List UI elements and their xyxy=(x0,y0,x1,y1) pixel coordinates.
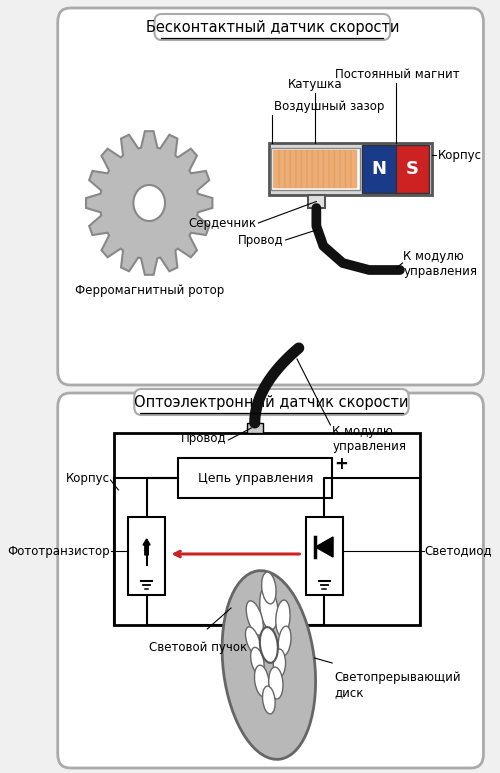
FancyBboxPatch shape xyxy=(58,393,484,768)
FancyBboxPatch shape xyxy=(269,143,432,195)
Text: S: S xyxy=(406,160,418,178)
Polygon shape xyxy=(86,131,212,275)
FancyBboxPatch shape xyxy=(328,150,335,188)
FancyBboxPatch shape xyxy=(306,150,313,188)
Ellipse shape xyxy=(273,649,285,677)
Ellipse shape xyxy=(250,647,264,675)
Ellipse shape xyxy=(262,686,275,714)
Ellipse shape xyxy=(260,627,278,663)
Circle shape xyxy=(134,185,165,221)
Ellipse shape xyxy=(278,626,291,656)
FancyBboxPatch shape xyxy=(362,145,396,193)
Text: Катушка: Катушка xyxy=(288,78,343,91)
Text: Цепь управления: Цепь управления xyxy=(198,472,313,485)
Ellipse shape xyxy=(254,666,269,696)
Text: Провод: Провод xyxy=(181,431,226,444)
FancyBboxPatch shape xyxy=(284,150,291,188)
Ellipse shape xyxy=(222,570,316,759)
Text: Ферромагнитный ротор: Ферромагнитный ротор xyxy=(74,284,224,297)
Text: Корпус: Корпус xyxy=(438,148,482,162)
Text: Корпус: Корпус xyxy=(66,472,110,485)
FancyBboxPatch shape xyxy=(134,389,408,415)
Text: Фототранзистор: Фототранзистор xyxy=(7,544,110,557)
FancyBboxPatch shape xyxy=(247,423,262,433)
Text: Провод: Провод xyxy=(238,233,284,247)
FancyBboxPatch shape xyxy=(301,150,308,188)
FancyBboxPatch shape xyxy=(114,433,420,625)
Ellipse shape xyxy=(260,586,278,630)
FancyBboxPatch shape xyxy=(154,14,390,40)
FancyBboxPatch shape xyxy=(58,8,484,385)
FancyBboxPatch shape xyxy=(312,150,318,188)
Text: N: N xyxy=(372,160,386,178)
FancyBboxPatch shape xyxy=(323,150,330,188)
Ellipse shape xyxy=(276,600,290,636)
FancyBboxPatch shape xyxy=(128,517,165,595)
FancyBboxPatch shape xyxy=(308,195,325,208)
Polygon shape xyxy=(316,537,333,557)
FancyBboxPatch shape xyxy=(318,150,324,188)
FancyBboxPatch shape xyxy=(270,148,360,190)
Text: К модулю
управления: К модулю управления xyxy=(332,425,406,453)
Text: Оптоэлектронный датчик скорости: Оптоэлектронный датчик скорости xyxy=(134,394,408,410)
FancyBboxPatch shape xyxy=(345,150,352,188)
FancyBboxPatch shape xyxy=(296,150,302,188)
Text: К модулю
управления: К модулю управления xyxy=(404,250,477,278)
Text: Постоянный магнит: Постоянный магнит xyxy=(335,68,460,81)
Ellipse shape xyxy=(246,601,264,635)
Text: Светопрерывающий
диск: Светопрерывающий диск xyxy=(334,671,460,699)
FancyBboxPatch shape xyxy=(178,458,332,498)
FancyBboxPatch shape xyxy=(273,150,280,188)
FancyBboxPatch shape xyxy=(334,150,340,188)
Text: Светодиод: Светодиод xyxy=(424,544,492,557)
FancyBboxPatch shape xyxy=(396,145,429,193)
Text: Сердечник: Сердечник xyxy=(188,216,256,230)
Text: Бесконтактный датчик скорости: Бесконтактный датчик скорости xyxy=(146,19,399,35)
Ellipse shape xyxy=(246,627,260,656)
FancyBboxPatch shape xyxy=(350,150,357,188)
Text: +: + xyxy=(334,455,348,473)
Text: Воздушный зазор: Воздушный зазор xyxy=(274,100,384,113)
FancyBboxPatch shape xyxy=(279,150,285,188)
FancyBboxPatch shape xyxy=(306,517,343,595)
Ellipse shape xyxy=(269,667,283,699)
FancyBboxPatch shape xyxy=(290,150,296,188)
Text: Световой пучок: Световой пучок xyxy=(150,641,248,654)
Ellipse shape xyxy=(262,572,276,604)
FancyArrow shape xyxy=(143,539,150,555)
FancyBboxPatch shape xyxy=(340,150,346,188)
